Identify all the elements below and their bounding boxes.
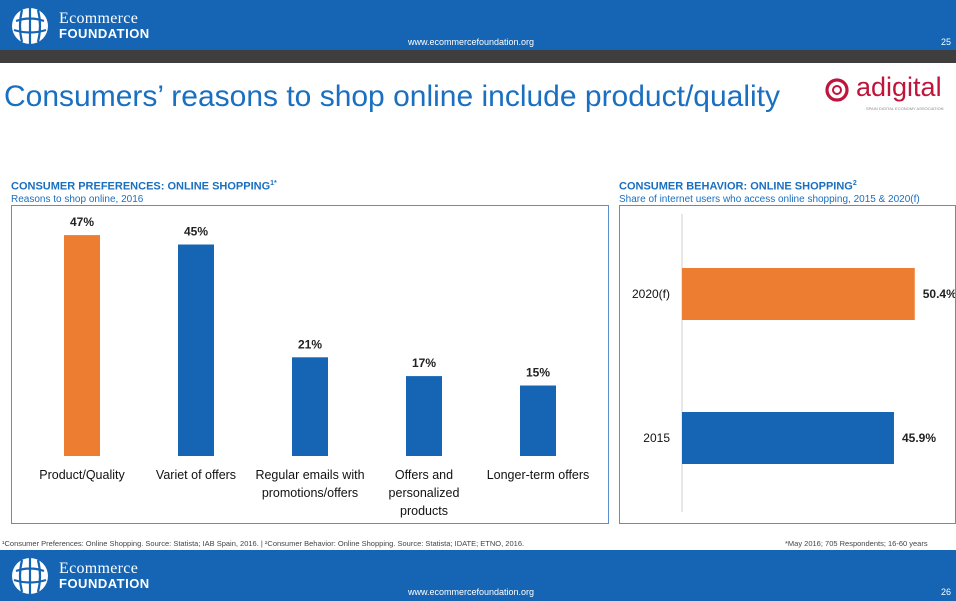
header-band: Ecommerce FOUNDATION www.ecommercefounda… <box>0 0 956 50</box>
left-chart-title: CONSUMER PREFERENCES: ONLINE SHOPPING1* <box>11 180 277 193</box>
category-label: 2015 <box>643 431 670 445</box>
right-chart-subtitle: Share of internet users who access onlin… <box>619 194 920 205</box>
header-divider <box>0 50 956 63</box>
footer-band: Ecommerce FOUNDATION www.ecommercefounda… <box>0 550 956 601</box>
hbar-value-label: 45.9% <box>902 431 936 445</box>
category-label: Longer-term offers <box>487 468 590 482</box>
share-bar-chart: 2020(f) 50.4% 2015 45.9% <box>632 214 956 512</box>
footer-ecommerce-foundation-logo: Ecommerce FOUNDATION <box>10 554 190 596</box>
bar-value-label: 17% <box>412 356 436 370</box>
adigital-wordmark: adigital <box>856 72 942 102</box>
bar-4 <box>406 376 442 456</box>
brand-line1: Ecommerce <box>59 10 139 27</box>
hbar-value-label: 50.4% <box>923 287 955 301</box>
page-number: 25 <box>941 37 952 47</box>
bar-value-label: 47% <box>70 215 94 229</box>
source-footnote: ¹Consumer Preferences: Online Shopping. … <box>2 539 525 548</box>
hbar-1 <box>682 268 915 320</box>
slide-title: Consumers’ reasons to shop online includ… <box>4 80 781 113</box>
category-label: products <box>400 504 448 518</box>
adigital-logo: adigital SPAIN DIGITAL ECONOMY ASSOCIATI… <box>823 72 956 118</box>
bar-1 <box>64 235 100 456</box>
header-url[interactable]: www.ecommercefoundation.org <box>408 37 535 47</box>
category-label: personalized <box>389 486 460 500</box>
bar-5 <box>520 385 556 456</box>
sample-footnote: *May 2016; 705 Respondents; 16-60 years <box>785 539 928 548</box>
footer-brand-line1: Ecommerce <box>59 560 139 577</box>
bar-2 <box>178 244 214 456</box>
category-label: Offers and <box>395 468 453 482</box>
footer-page-number: 26 <box>941 587 952 597</box>
footer-brand-line2: FOUNDATION <box>59 576 150 591</box>
hbar-2 <box>682 412 894 464</box>
bar-value-label: 15% <box>526 366 550 380</box>
right-chart-title: CONSUMER BEHAVIOR: ONLINE SHOPPING2 <box>619 180 857 193</box>
left-chart-frame: 47% Product/Quality 45% Variet of offers 21%… <box>11 205 609 524</box>
right-chart-frame: 2020(f) 50.4% 2015 45.9% <box>619 205 956 524</box>
ecommerce-foundation-logo: Ecommerce FOUNDATION <box>10 4 190 46</box>
reasons-bar-chart: 47% Product/Quality 45% Variet of offers 21%… <box>39 215 590 518</box>
bar-3 <box>292 357 328 456</box>
adigital-tagline: SPAIN DIGITAL ECONOMY ASSOCIATION <box>866 106 944 111</box>
globe-icon <box>12 8 48 44</box>
category-label: 2020(f) <box>632 287 670 301</box>
left-chart-subtitle: Reasons to shop online, 2016 <box>11 194 144 205</box>
category-label: Product/Quality <box>39 468 125 482</box>
footer-url[interactable]: www.ecommercefoundation.org <box>408 587 535 597</box>
adigital-ring-icon <box>825 78 849 102</box>
bar-value-label: 21% <box>298 337 322 351</box>
category-label: Variet of offers <box>156 468 236 482</box>
category-label: promotions/offers <box>262 486 358 500</box>
brand-line2: FOUNDATION <box>59 26 150 41</box>
category-label: Regular emails with <box>255 468 364 482</box>
bar-value-label: 45% <box>184 225 208 239</box>
footer-globe-icon <box>12 558 48 594</box>
